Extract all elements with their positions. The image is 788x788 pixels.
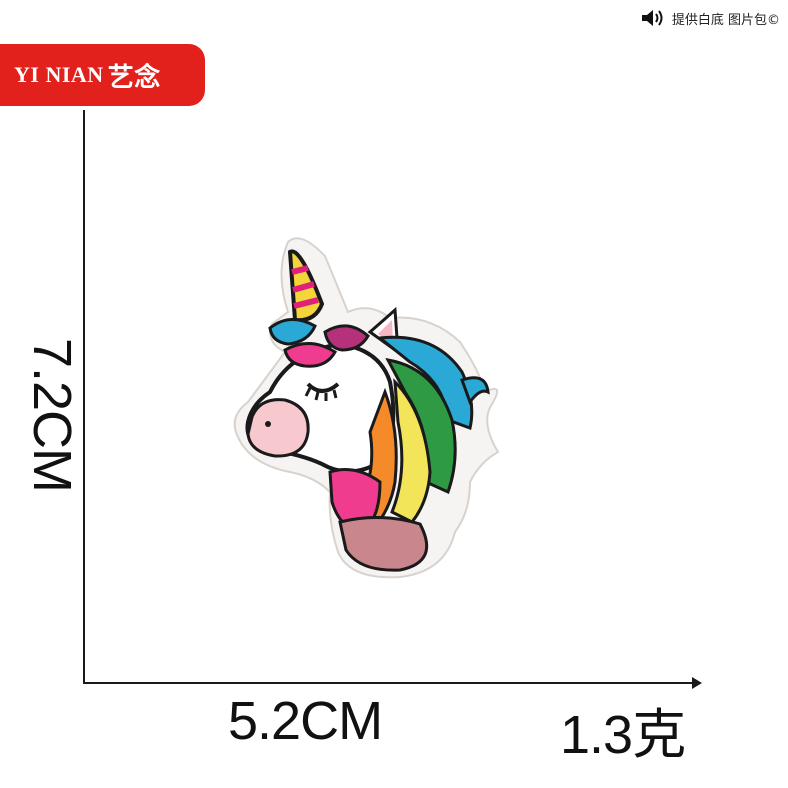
unicorn-patch-icon (233, 237, 500, 579)
top-note-text: 提供白底 图片包© (671, 12, 780, 28)
brand-cn: 艺念 (107, 62, 161, 93)
width-label: 5.2CM (228, 691, 383, 751)
weight-label: 1.3克 (560, 705, 686, 765)
top-note: 提供白底 图片包© (640, 6, 780, 30)
vertical-dimension-line (83, 110, 85, 684)
brand-latin: YI NIAN (14, 62, 104, 87)
speaker-icon (641, 10, 663, 26)
brand-badge: YI NIAN 艺念 (0, 44, 205, 106)
arrow-right-icon (692, 677, 702, 689)
horizontal-dimension-line (83, 682, 695, 684)
height-label: 7.2CM (22, 337, 82, 493)
